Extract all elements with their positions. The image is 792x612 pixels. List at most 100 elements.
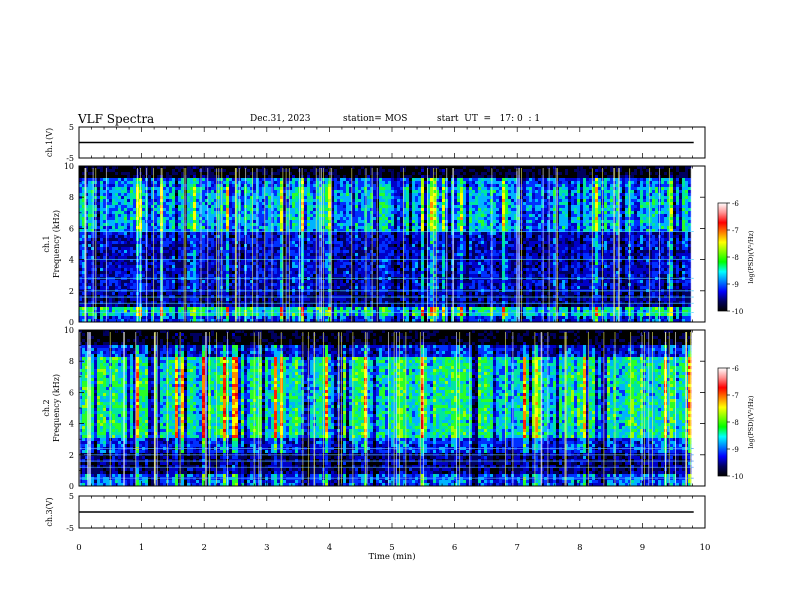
spectrogram-cell [574,232,578,236]
spectrogram-cell [562,190,566,194]
spectrogram-cell [166,232,170,236]
spectrogram-cell [511,199,515,203]
spectrogram-cell [193,178,197,182]
spectrogram-cell [202,175,206,179]
spectrogram-cell [304,205,308,209]
spectrogram-cell [592,178,596,182]
spectrogram-cell [457,193,461,197]
spectrogram-cell [649,223,653,227]
spectrogram-cell [259,211,263,215]
spectrogram-cell [592,205,596,209]
spectrogram-cell [382,226,386,230]
spectrogram-cell [100,232,104,236]
spectrogram-cell [643,220,647,224]
spectrogram-cell [619,184,623,188]
spectrogram-cell [325,232,329,236]
spectrogram-cell [178,226,182,230]
spectrogram-cell [544,187,548,191]
spectrogram-cell [496,217,500,221]
spectrogram-cell [610,217,614,221]
spectrogram-cell [376,166,380,170]
spectrogram-cell [142,211,146,215]
spectrogram-cell [280,232,284,236]
spectrogram-cell [604,226,608,230]
spectrogram-cell [448,232,452,236]
spectrogram-cell [325,184,329,188]
spectrogram-cell [430,175,434,179]
spectrogram-cell [154,196,158,200]
spectrogram-cell [265,226,269,230]
spectrogram-cell [538,202,542,206]
spectrogram-cell [256,208,260,212]
spectrogram-cell [265,187,269,191]
spectrogram-cell [580,208,584,212]
spectrogram-cell [91,172,95,176]
spectrogram-cell [265,199,269,203]
spectrogram-cell [640,181,644,185]
spectrogram-cell [103,169,107,173]
spectrogram-cell [400,175,404,179]
spectrogram-cell [196,190,200,194]
spectrogram-cell [634,217,638,221]
spectrogram-cell [133,226,137,230]
spectrogram-cell [223,223,227,227]
spectrogram-cell [268,166,272,170]
spectrogram-cell [523,175,527,179]
spectrogram-cell [439,226,443,230]
spectrogram-cell [286,181,290,185]
spectrogram-cell [322,166,326,170]
spectrogram-cell [442,229,446,233]
spectrogram-cell [214,172,218,176]
spectrogram-cell [442,208,446,212]
spectrogram-cell [259,190,263,194]
spectrogram-cell [97,193,101,197]
spectrogram-cell [430,187,434,191]
spectrogram-cell [649,169,653,173]
spectrogram-cell [574,172,578,176]
spectrogram-cell [271,199,275,203]
spectrogram-cell [154,178,158,182]
spectrogram-cell [688,175,692,179]
spectrogram-cell [391,172,395,176]
spectrogram-cell [550,235,554,239]
spectrogram-cell [133,208,137,212]
spectrogram-cell [436,229,440,233]
spectrogram-cell [511,178,515,182]
spectrogram-cell [295,175,299,179]
spectrogram-cell [196,178,200,182]
spectrogram-cell [277,181,281,185]
spectrogram-cell [535,220,539,224]
spectrogram-cell [535,175,539,179]
spectrogram-cell [502,208,506,212]
spectrogram-cell [205,175,209,179]
spectrogram-cell [409,226,413,230]
spectrogram-cell [538,166,542,170]
spectrogram-cell [619,175,623,179]
spectrogram-cell [442,220,446,224]
spectrogram-cell [514,190,518,194]
spectrogram-cell [580,178,584,182]
spectrogram-cell [571,169,575,173]
spectrogram-cell [550,187,554,191]
spectrogram-cell [325,202,329,206]
spectrogram-cell [397,196,401,200]
spectrogram-cell [229,172,233,176]
spectrogram-cell [112,190,116,194]
spectrogram-cell [475,211,479,215]
spectrogram-cell [316,220,320,224]
spectrogram-cell [406,205,410,209]
spectrogram-cell [397,169,401,173]
spectrogram-cell [337,169,341,173]
spectrogram-cell [292,205,296,209]
spectrogram-cell [454,178,458,182]
spectrogram-cell [421,226,425,230]
spectrogram-cell [685,190,689,194]
spectrogram-cell [589,214,593,218]
spectrogram-cell [517,235,521,239]
spectrogram-cell [166,208,170,212]
spectrogram-cell [325,178,329,182]
spectrogram-cell [175,214,179,218]
spectrogram-cell [97,217,101,221]
spectrogram-cell [532,196,536,200]
spectrogram-cell [409,205,413,209]
